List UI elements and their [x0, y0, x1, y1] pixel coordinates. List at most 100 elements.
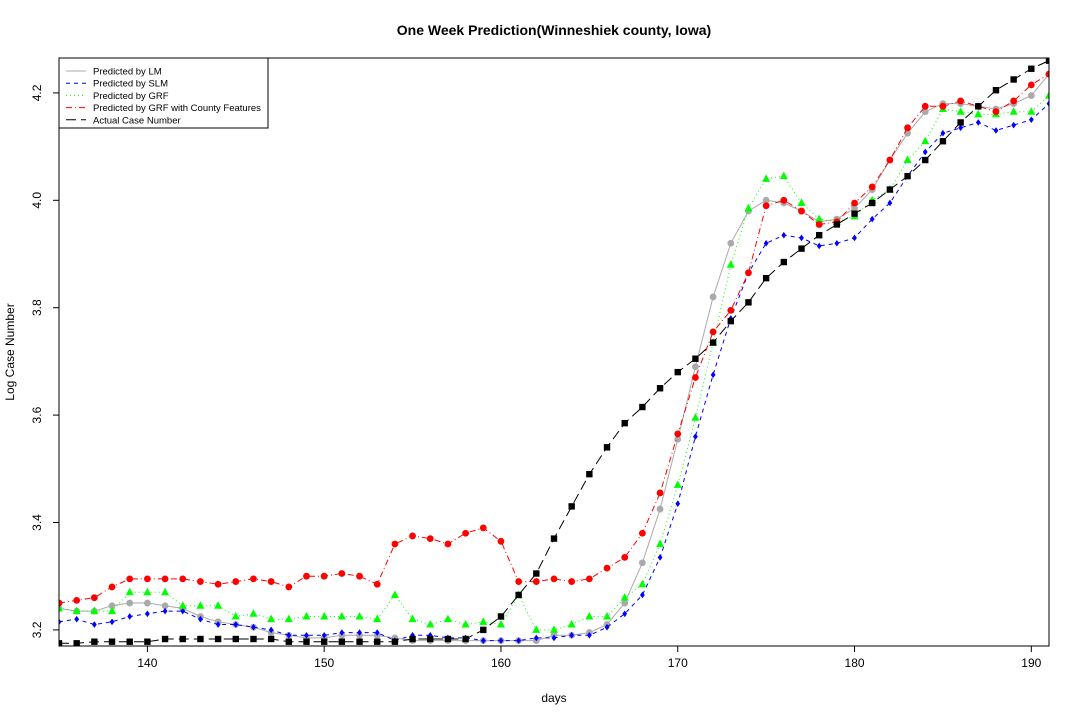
data-point	[374, 629, 380, 636]
data-point	[127, 613, 133, 620]
data-point	[939, 138, 947, 145]
data-point	[1028, 65, 1035, 72]
data-point	[709, 328, 717, 336]
data-point	[285, 638, 293, 645]
data-point	[869, 215, 875, 223]
data-point	[692, 363, 699, 371]
data-point	[197, 635, 204, 643]
data-point	[586, 470, 593, 478]
data-point	[550, 625, 558, 633]
data-point	[763, 239, 769, 247]
data-point	[815, 232, 823, 239]
data-point	[1010, 76, 1017, 83]
data-point	[798, 207, 805, 215]
data-point	[144, 610, 150, 618]
series-line	[59, 73, 1049, 604]
data-point	[674, 430, 682, 438]
data-point	[480, 637, 486, 644]
data-point	[161, 635, 169, 643]
data-point	[179, 575, 187, 583]
data-point	[125, 587, 134, 596]
data-point	[693, 433, 698, 440]
legend-item-actual-case-number: Actual Case Number	[66, 115, 181, 126]
data-point	[356, 572, 363, 580]
data-point	[603, 444, 611, 451]
data-point	[373, 614, 382, 623]
data-point	[1027, 92, 1035, 99]
y-tick-label: 3.8	[30, 299, 44, 316]
data-point	[992, 87, 1000, 94]
data-point	[922, 148, 928, 156]
data-point	[656, 505, 664, 513]
data-point	[532, 625, 541, 633]
data-point	[391, 540, 399, 548]
data-point	[851, 199, 858, 207]
series-line	[59, 73, 1049, 642]
data-point	[304, 631, 309, 639]
data-point	[639, 591, 645, 599]
data-point	[779, 171, 788, 180]
data-point	[108, 583, 116, 591]
data-point	[373, 580, 381, 588]
data-point	[621, 553, 629, 561]
legend-item-predicted-by-grf-with-county-features: Predicted by GRF with County Features	[66, 103, 261, 114]
x-tick-label: 150	[314, 656, 334, 670]
data-point	[515, 591, 522, 599]
data-point	[887, 199, 893, 207]
data-point	[1046, 100, 1049, 107]
data-point	[939, 102, 947, 110]
legend-item-predicted-by-lm: Predicted by LM	[66, 67, 162, 78]
series-line	[59, 95, 1049, 631]
data-point	[957, 119, 964, 126]
data-point	[903, 155, 912, 164]
legend-label: Actual Case Number	[93, 115, 181, 126]
data-point	[390, 590, 399, 598]
data-point	[992, 108, 1000, 116]
data-point	[533, 634, 539, 642]
data-point	[496, 620, 505, 628]
data-point	[144, 638, 151, 645]
data-point	[214, 635, 222, 643]
data-point	[603, 564, 611, 572]
data-point	[338, 638, 346, 645]
data-point	[214, 601, 223, 609]
data-point	[338, 570, 346, 577]
data-point	[834, 239, 840, 247]
data-point	[90, 606, 99, 615]
data-point	[268, 626, 274, 634]
data-point	[232, 578, 240, 585]
data-point	[940, 129, 946, 137]
data-point	[604, 623, 610, 631]
data-point	[91, 638, 98, 645]
series-actual-case-number	[59, 58, 1049, 646]
data-point	[59, 599, 63, 607]
data-point	[762, 274, 770, 282]
data-point	[585, 575, 593, 583]
data-point	[178, 601, 187, 609]
data-point	[656, 539, 665, 547]
y-tick-label: 4.0	[30, 192, 44, 209]
x-tick-label: 190	[1021, 656, 1041, 670]
legend-item-predicted-by-grf: Predicted by GRF	[66, 91, 169, 102]
data-point	[285, 583, 293, 591]
legend-label: Predicted by LM	[93, 67, 162, 78]
data-point	[551, 634, 557, 642]
data-point	[744, 203, 753, 212]
data-point	[337, 611, 346, 620]
data-point	[586, 631, 592, 639]
data-point	[498, 637, 504, 644]
data-point	[161, 575, 169, 583]
data-point	[1009, 107, 1018, 115]
data-point	[620, 593, 629, 601]
data-point	[585, 611, 594, 620]
data-point	[480, 626, 487, 634]
data-point	[532, 578, 540, 585]
legend-item-predicted-by-slm: Predicted by SLM	[66, 79, 168, 90]
x-axis: 140 150 160 170 180 190	[137, 645, 1042, 670]
data-point	[568, 578, 576, 585]
data-point	[692, 355, 699, 362]
y-tick-label: 4.2	[30, 84, 44, 101]
data-point	[603, 611, 612, 620]
data-point	[461, 620, 470, 628]
